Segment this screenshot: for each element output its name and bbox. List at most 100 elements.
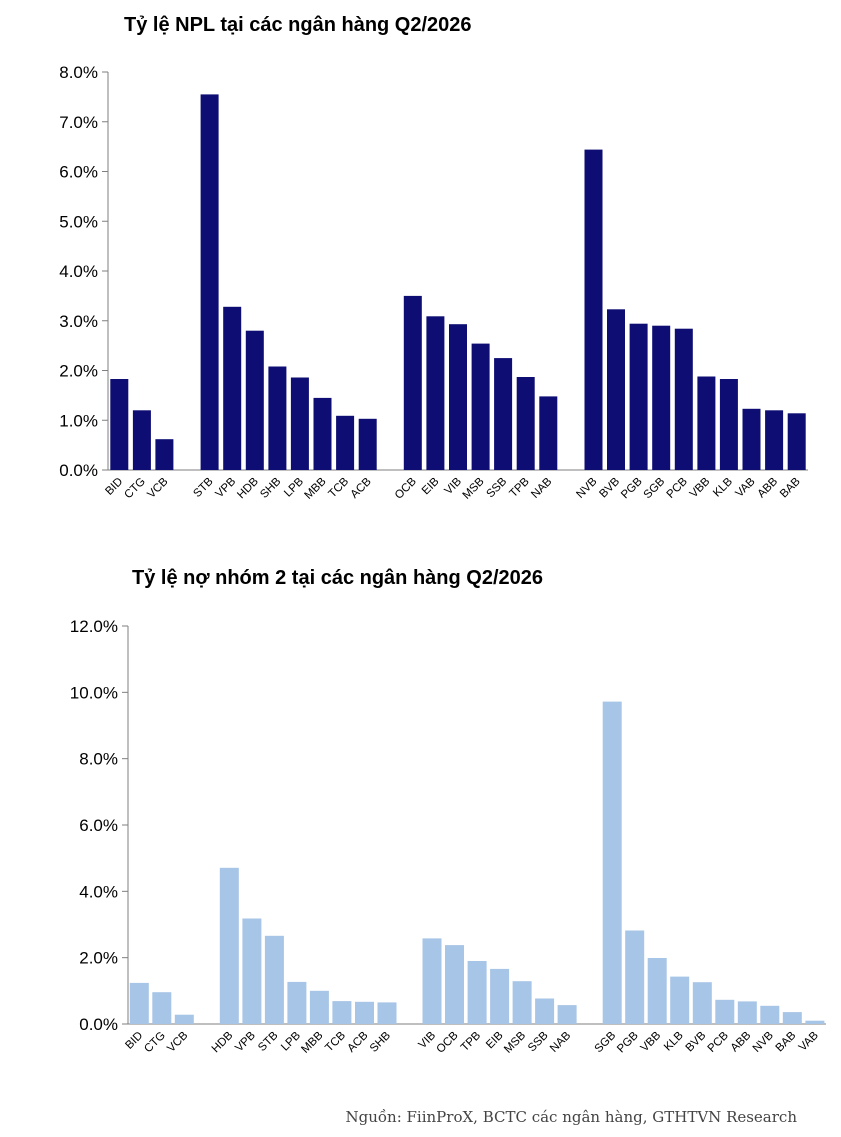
bar-vbb bbox=[647, 958, 667, 1024]
x-tick-label: HDB bbox=[210, 1029, 236, 1055]
bar-lpb bbox=[290, 377, 309, 470]
y-tick-label: 6.0% bbox=[79, 816, 118, 835]
bar-bab bbox=[782, 1012, 802, 1024]
y-tick-label: 10.0% bbox=[70, 683, 118, 702]
y-tick-label: 8.0% bbox=[59, 63, 98, 82]
x-tick-label: MBB bbox=[299, 1029, 325, 1055]
y-tick-label: 8.0% bbox=[79, 750, 118, 769]
x-tick-label: NAB bbox=[548, 1029, 573, 1054]
bar-tcb bbox=[336, 415, 355, 470]
x-tick-label: LPB bbox=[279, 1029, 303, 1053]
bar-mbb bbox=[309, 990, 329, 1024]
bar-vpb bbox=[242, 918, 262, 1024]
y-tick-label: 2.0% bbox=[79, 949, 118, 968]
x-tick-label: VAB bbox=[797, 1029, 821, 1053]
bar-nab bbox=[557, 1005, 577, 1024]
x-tick-label: ABB bbox=[729, 1029, 754, 1054]
bar-bvb bbox=[607, 309, 625, 470]
y-tick-label: 7.0% bbox=[59, 113, 98, 132]
bar-tcb bbox=[332, 1001, 352, 1024]
bar-eib bbox=[490, 968, 510, 1024]
y-tick-label: 6.0% bbox=[59, 163, 98, 182]
bar-abb bbox=[737, 1001, 757, 1024]
x-tick-label: CTG bbox=[142, 1030, 168, 1056]
bar-sgb bbox=[602, 701, 622, 1024]
bar-shb bbox=[377, 1002, 397, 1024]
y-tick-label: 1.0% bbox=[59, 411, 98, 430]
x-tick-label: NVB bbox=[751, 1029, 776, 1054]
bar-stb bbox=[200, 94, 219, 471]
source-note: Nguồn: FiinProX, BCTC các ngân hàng, GTH… bbox=[345, 1108, 797, 1126]
y-tick-label: 2.0% bbox=[59, 362, 98, 381]
bar-vbb bbox=[697, 376, 716, 470]
y-tick-label: 4.0% bbox=[79, 882, 118, 901]
x-tick-label: SGB bbox=[593, 1029, 619, 1055]
bar-tpb bbox=[467, 961, 487, 1024]
bar-ctg bbox=[152, 992, 172, 1024]
y-tick-label: 4.0% bbox=[59, 262, 98, 281]
npl-bar-chart: 0.0%1.0%2.0%3.0%4.0%5.0%6.0%7.0%8.0%BIDC… bbox=[59, 63, 808, 502]
bar-bid bbox=[129, 982, 149, 1024]
bar-nab bbox=[539, 396, 558, 470]
bar-sgb bbox=[652, 325, 671, 470]
x-tick-label: PGB bbox=[615, 1029, 641, 1055]
bar-nvb bbox=[760, 1005, 780, 1024]
bar-vcb bbox=[155, 439, 174, 470]
y-tick-label: 0.0% bbox=[79, 1015, 118, 1034]
bar-bvb bbox=[692, 982, 712, 1024]
bar-pcb bbox=[715, 999, 735, 1024]
x-tick-label: TPB bbox=[459, 1029, 484, 1054]
bar-pcb bbox=[674, 328, 693, 470]
x-tick-label: TCB bbox=[323, 1029, 348, 1054]
x-tick-label: VCB bbox=[165, 1029, 190, 1054]
bar-abb bbox=[765, 410, 784, 470]
bar-ctg bbox=[132, 410, 151, 470]
y-tick-label: 0.0% bbox=[59, 461, 98, 480]
chart-title-group2-debt: Tỷ lệ nợ nhóm 2 tại các ngân hàng Q2/202… bbox=[132, 567, 544, 589]
x-tick-label: VPB bbox=[233, 1029, 258, 1054]
x-tick-label: STB bbox=[256, 1029, 281, 1054]
x-tick-label: BID bbox=[123, 1030, 145, 1052]
x-tick-label: SSB bbox=[526, 1029, 551, 1054]
bar-ssb bbox=[494, 358, 513, 470]
bar-mbb bbox=[313, 397, 332, 470]
bar-klb bbox=[719, 379, 738, 470]
bar-nvb bbox=[584, 149, 603, 470]
x-tick-label: SHB bbox=[368, 1029, 393, 1054]
x-tick-label: PCB bbox=[706, 1029, 731, 1054]
bar-vab bbox=[805, 1020, 825, 1024]
bar-vab bbox=[742, 408, 761, 470]
bar-ocb bbox=[445, 945, 464, 1024]
bar-shb bbox=[268, 366, 287, 470]
bar-msb bbox=[512, 981, 532, 1024]
x-tick-label: VBB bbox=[639, 1029, 664, 1054]
bar-hdb bbox=[245, 330, 264, 470]
x-tick-label: MSB bbox=[502, 1029, 528, 1055]
bar-acb bbox=[358, 418, 377, 470]
x-tick-label: KLB bbox=[662, 1029, 686, 1053]
bar-vpb bbox=[223, 306, 242, 470]
x-tick-label: BVB bbox=[684, 1029, 709, 1054]
bar-ocb bbox=[403, 295, 422, 470]
chart-title-npl: Tỷ lệ NPL tại các ngân hàng Q2/2026 bbox=[124, 14, 472, 36]
bar-eib bbox=[426, 316, 445, 470]
bar-bab bbox=[787, 413, 806, 470]
bar-stb bbox=[264, 935, 284, 1024]
bar-vib bbox=[422, 938, 442, 1024]
bar-msb bbox=[471, 343, 490, 470]
y-tick-label: 3.0% bbox=[59, 312, 98, 331]
x-tick-label: BAB bbox=[774, 1029, 799, 1054]
bar-vcb bbox=[174, 1014, 194, 1024]
bar-klb bbox=[670, 976, 690, 1024]
bar-pgb bbox=[625, 930, 645, 1024]
bar-lpb bbox=[287, 981, 307, 1024]
bar-tpb bbox=[516, 377, 535, 470]
bar-hdb bbox=[219, 867, 239, 1024]
x-tick-label: OCB bbox=[435, 1029, 461, 1055]
y-tick-label: 5.0% bbox=[59, 212, 98, 231]
bar-ssb bbox=[535, 998, 555, 1024]
bar-vib bbox=[449, 324, 467, 470]
bar-bid bbox=[110, 379, 129, 470]
x-tick-label: ACB bbox=[345, 1029, 370, 1054]
